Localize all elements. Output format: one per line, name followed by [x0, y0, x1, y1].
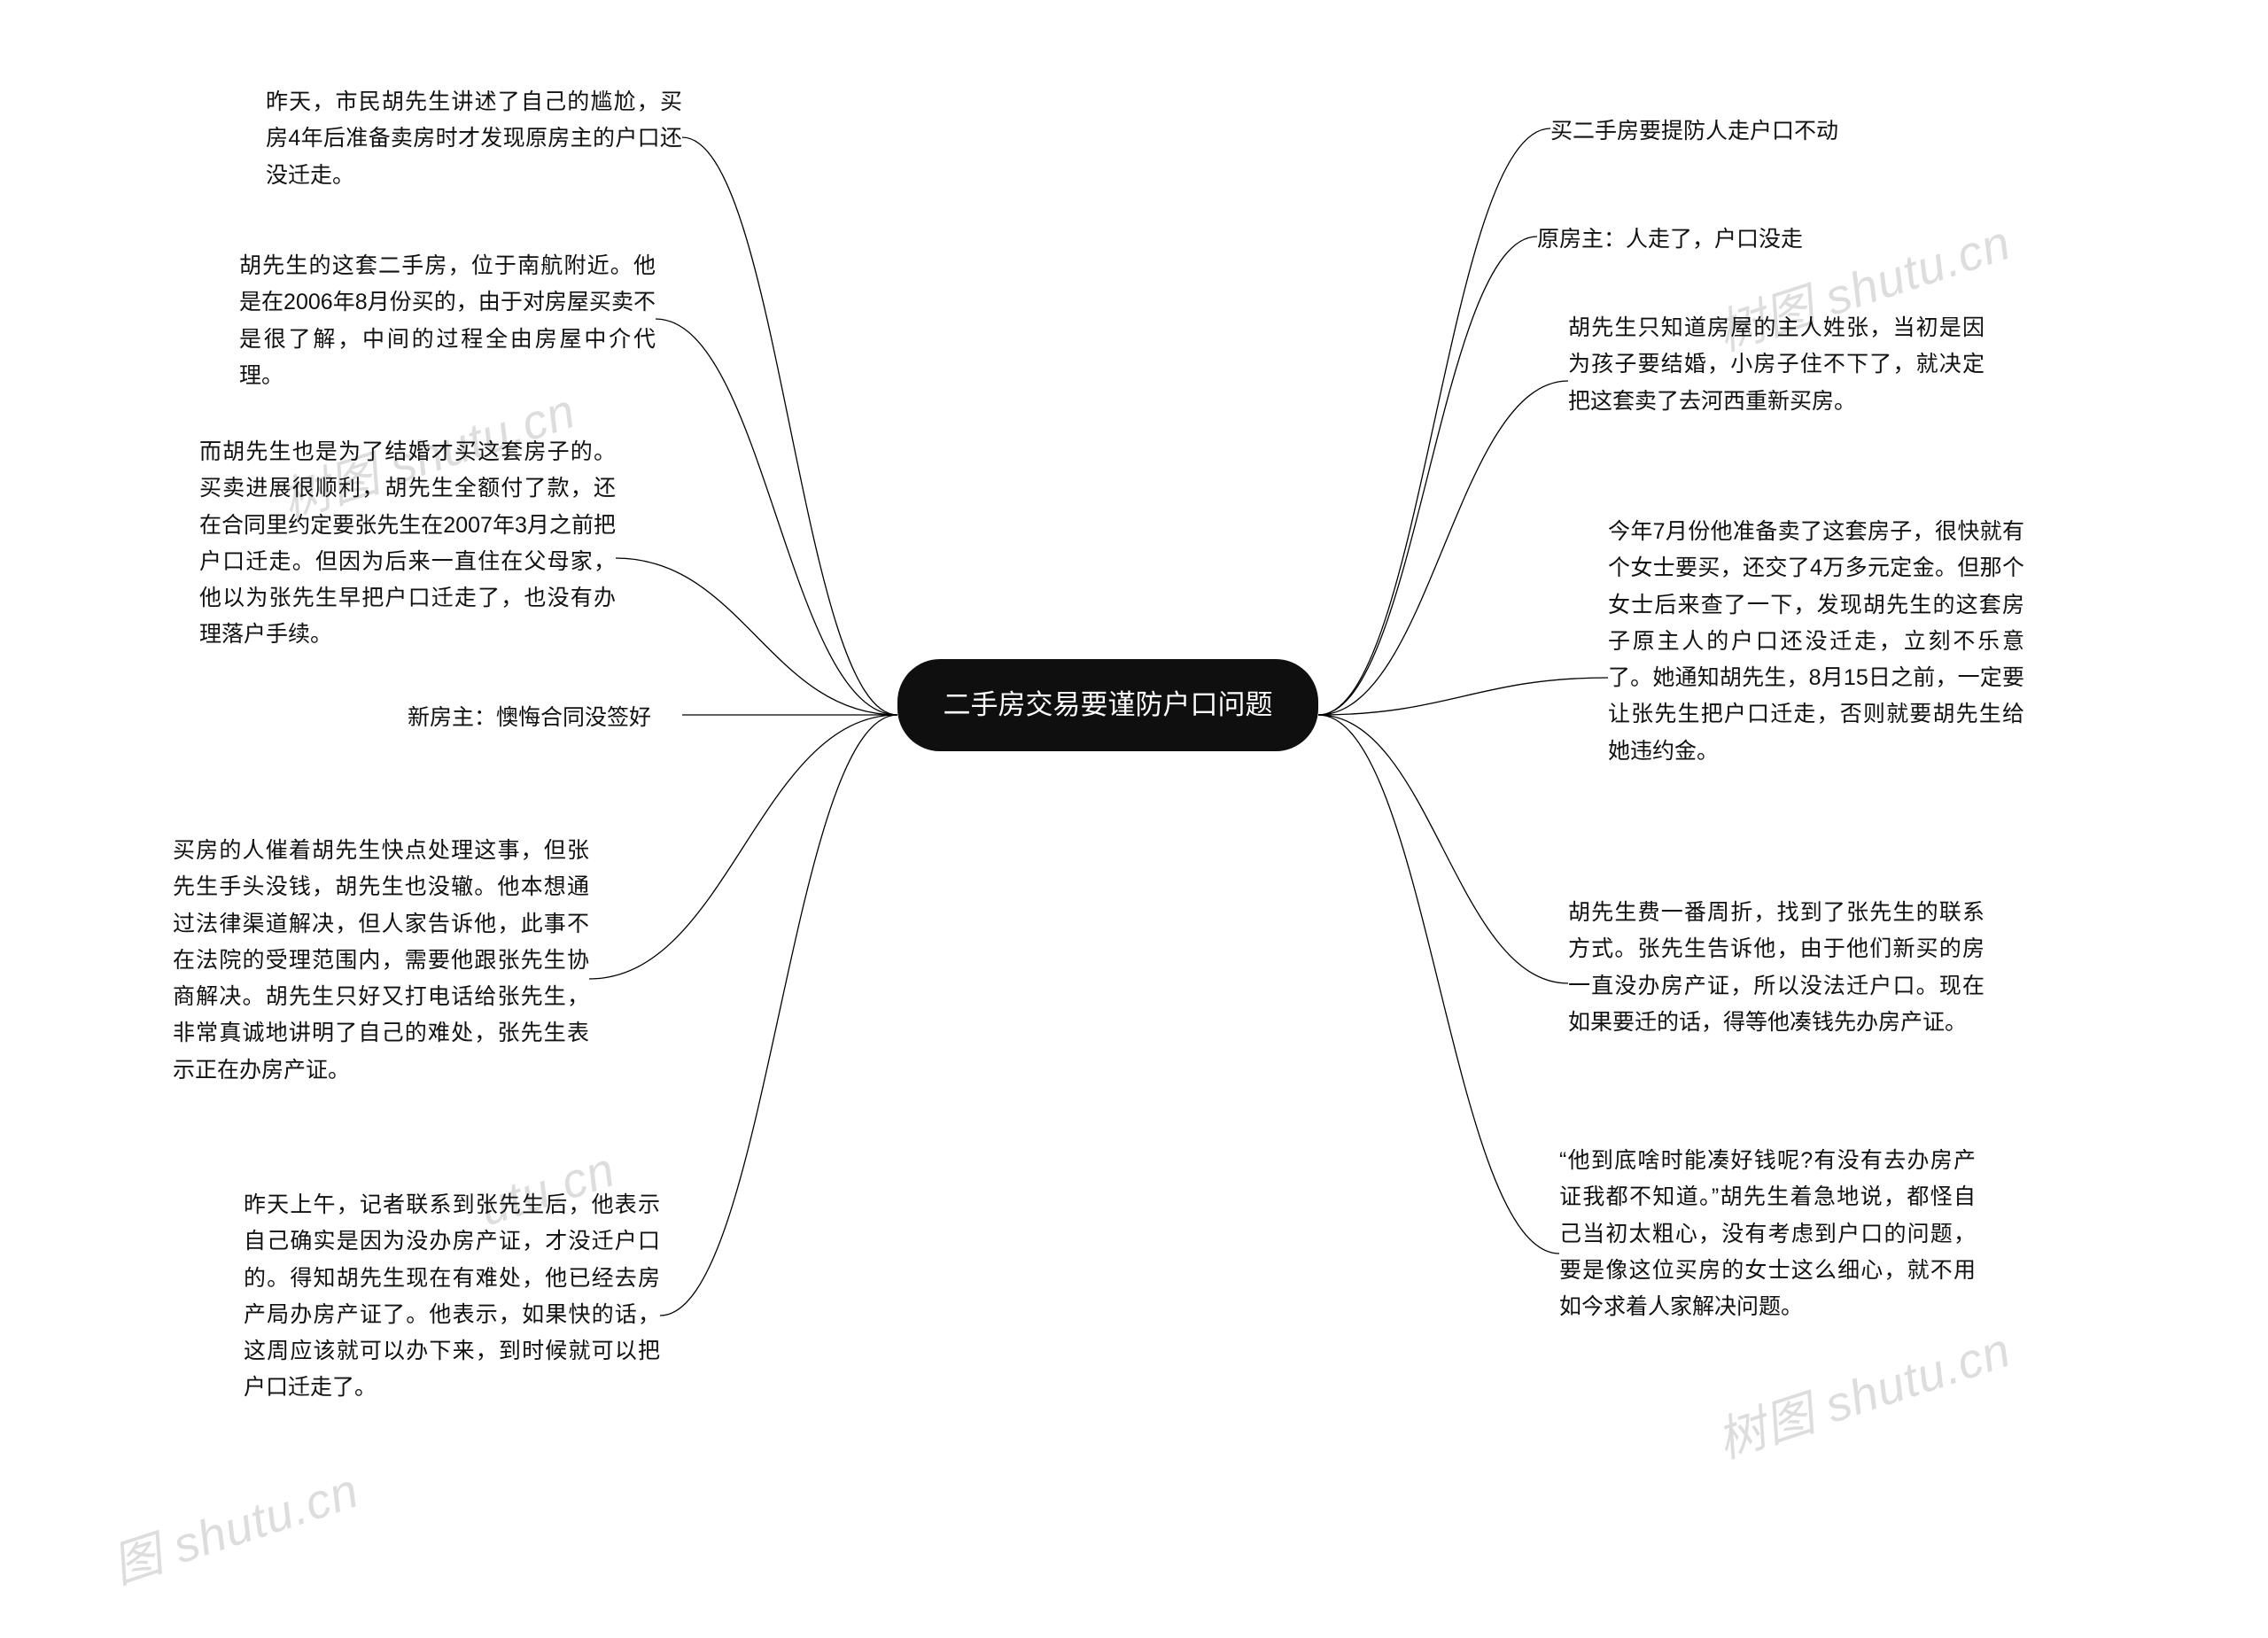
edge-R2 [1318, 237, 1537, 715]
edge-L3 [616, 558, 897, 715]
leaf-node-R3[interactable]: 胡先生只知道房屋的主人姓张，当初是因为孩子要结婚，小房子住不下了，就决定把这套卖… [1568, 310, 1984, 420]
leaf-node-L3[interactable]: 而胡先生也是为了结婚才买这套房子的。买卖进展很顺利，胡先生全额付了款，还在合同里… [199, 434, 616, 654]
edge-R3 [1318, 381, 1568, 715]
edge-L5 [589, 715, 897, 979]
leaf-node-R6[interactable]: “他到底啥时能凑好钱呢?有没有去办房产证我都不知道。”胡先生着急地说，都怪自己当… [1559, 1143, 1976, 1325]
mindmap-canvas: 树图 shutu.cn树图 shutu.cn树图 shutu.cn图 shutu… [0, 0, 2268, 1638]
watermark: 树图 shutu.cn [1706, 1310, 2018, 1471]
leaf-node-R1[interactable]: 买二手房要提防人走户口不动 [1550, 113, 1896, 150]
edge-L2 [656, 319, 897, 715]
edge-R1 [1318, 128, 1550, 715]
center-topic[interactable]: 二手房交易要谨防户口问题 [897, 659, 1318, 751]
edge-R6 [1318, 715, 1559, 1254]
leaf-node-R2[interactable]: 原房主：人走了，户口没走 [1537, 221, 1847, 258]
leaf-node-L1[interactable]: 昨天，市民胡先生讲述了自己的尴尬，买房4年后准备卖房时才发现原房主的户口还没迁走… [266, 84, 682, 194]
leaf-node-L6[interactable]: 昨天上午，记者联系到张先生后，他表示自己确实是因为没办房产证，才没迁户口的。得知… [244, 1187, 660, 1407]
leaf-node-R4[interactable]: 今年7月份他准备卖了这套房子，很快就有个女士要买，还交了4万多元定金。但那个女士… [1608, 514, 2024, 770]
edge-R5 [1318, 715, 1568, 983]
leaf-node-L2[interactable]: 胡先生的这套二手房，位于南航附近。他是在2006年8月份买的，由于对房屋买卖不是… [239, 248, 656, 394]
leaf-node-L5[interactable]: 买房的人催着胡先生快点处理这事，但张先生手头没钱，胡先生也没辙。他本想通过法律渠… [173, 833, 589, 1089]
edge-L6 [660, 715, 897, 1316]
edge-R4 [1318, 678, 1608, 715]
leaf-node-R5[interactable]: 胡先生费一番周折，找到了张先生的联系方式。张先生告诉他，由于他们新买的房一直没办… [1568, 895, 1984, 1041]
edge-L1 [682, 137, 897, 715]
leaf-node-L4[interactable]: 新房主：懊悔合同没签好 [408, 700, 682, 736]
watermark: 图 shutu.cn [102, 1450, 367, 1596]
